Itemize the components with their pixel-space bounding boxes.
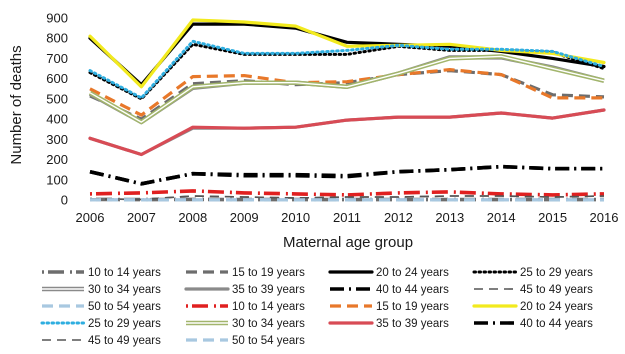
series-line-path xyxy=(90,167,604,184)
legend-label: 30 to 34 years xyxy=(88,284,161,296)
x-tick-label: 2016 xyxy=(590,210,619,225)
legend-label: 50 to 54 years xyxy=(232,335,305,347)
legend-item: 25 to 29 years xyxy=(42,318,161,330)
legend-item: 45 to 49 years xyxy=(474,284,593,296)
series-line xyxy=(90,56,604,122)
legend-item: 20 to 24 years xyxy=(474,301,593,313)
series-line xyxy=(90,167,604,184)
x-tick-label: 2013 xyxy=(435,210,464,225)
series-line xyxy=(90,110,604,155)
legend-item: 50 to 54 years xyxy=(186,335,305,347)
legend-item: 30 to 34 years xyxy=(186,318,305,330)
legend-item: 50 to 54 years xyxy=(42,301,161,313)
y-axis-title: Number of deaths xyxy=(8,45,25,164)
legend-item: 10 to 14 years xyxy=(42,267,161,279)
series-line-path xyxy=(90,110,604,155)
legend-item: 30 to 34 years xyxy=(42,284,161,296)
legend-label: 10 to 14 years xyxy=(88,267,161,279)
y-axis-ticks: 0 100 200 300 400 500 600 700 800 900 xyxy=(46,11,68,208)
y-tick-label: 800 xyxy=(46,31,68,46)
y-tick-label: 700 xyxy=(46,51,68,66)
y-tick-label: 600 xyxy=(46,71,68,86)
series-line xyxy=(90,70,604,116)
series-line-path-inner xyxy=(90,56,604,122)
legend-item: 10 to 14 years xyxy=(186,301,305,313)
legend-label: 50 to 54 years xyxy=(88,301,161,313)
x-tick-label: 2008 xyxy=(178,210,207,225)
x-tick-label: 2007 xyxy=(127,210,156,225)
legend-item: 20 to 24 years xyxy=(330,267,449,279)
series-line-path xyxy=(90,191,604,195)
legend-item: 35 to 39 years xyxy=(330,318,449,330)
plot-lines xyxy=(90,20,604,200)
series-line xyxy=(90,41,604,98)
y-tick-label: 100 xyxy=(46,172,68,187)
legend-label: 25 to 29 years xyxy=(520,267,593,279)
legend-label: 35 to 39 years xyxy=(232,284,305,296)
series-line-path-inner xyxy=(90,57,604,122)
legend-item: 15 to 19 years xyxy=(186,267,305,279)
legend-item: 40 to 44 years xyxy=(474,318,593,330)
legend-label: 45 to 49 years xyxy=(520,284,593,296)
legend-label: 40 to 44 years xyxy=(376,284,449,296)
y-tick-label: 900 xyxy=(46,11,68,26)
series-line-path xyxy=(90,167,604,184)
x-tick-label: 2011 xyxy=(333,210,361,225)
series-line xyxy=(90,57,604,122)
x-tick-label: 2009 xyxy=(230,210,259,225)
legend-item: 40 to 44 years xyxy=(330,284,449,296)
x-tick-label: 2015 xyxy=(538,210,567,225)
series-line-path xyxy=(90,57,604,122)
y-tick-label: 0 xyxy=(61,193,68,208)
legend-label: 15 to 19 years xyxy=(376,301,449,313)
series-line-path xyxy=(90,56,604,122)
x-tick-label: 2014 xyxy=(487,210,516,225)
series-line-path xyxy=(90,20,604,87)
x-axis-title: Maternal age group xyxy=(283,234,413,251)
legend-label: 40 to 44 years xyxy=(520,318,593,330)
series-line xyxy=(90,191,604,195)
legend-item: 35 to 39 years xyxy=(186,284,305,296)
series-line-path xyxy=(90,70,604,116)
legend: 10 to 14 years 15 to 19 years 20 to 24 yea… xyxy=(42,267,593,347)
legend-item: 25 to 29 years xyxy=(474,267,593,279)
legend-label: 20 to 24 years xyxy=(376,267,449,279)
x-axis-ticks: 2006 2007 2008 2009 2010 2011 2012 2013 2014 2015… xyxy=(76,210,619,225)
x-tick-label: 2010 xyxy=(281,210,310,225)
legend-label: 10 to 14 years xyxy=(232,301,305,313)
x-tick-label: 2006 xyxy=(76,210,105,225)
legend-label: 15 to 19 years xyxy=(232,267,305,279)
x-tick-label: 2012 xyxy=(384,210,413,225)
legend-label: 20 to 24 years xyxy=(520,301,593,313)
legend-item: 15 to 19 years xyxy=(330,301,449,313)
y-tick-label: 300 xyxy=(46,132,68,147)
series-line xyxy=(90,167,604,184)
legend-item: 45 to 49 years xyxy=(42,335,161,347)
legend-label: 35 to 39 years xyxy=(376,318,449,330)
y-tick-label: 400 xyxy=(46,112,68,127)
legend-label: 25 to 29 years xyxy=(88,318,161,330)
legend-label: 30 to 34 years xyxy=(232,318,305,330)
y-tick-label: 200 xyxy=(46,152,68,167)
series-line xyxy=(90,20,604,87)
y-tick-label: 500 xyxy=(46,91,68,106)
series-line-path xyxy=(90,41,604,98)
legend-label: 45 to 49 years xyxy=(88,335,161,347)
